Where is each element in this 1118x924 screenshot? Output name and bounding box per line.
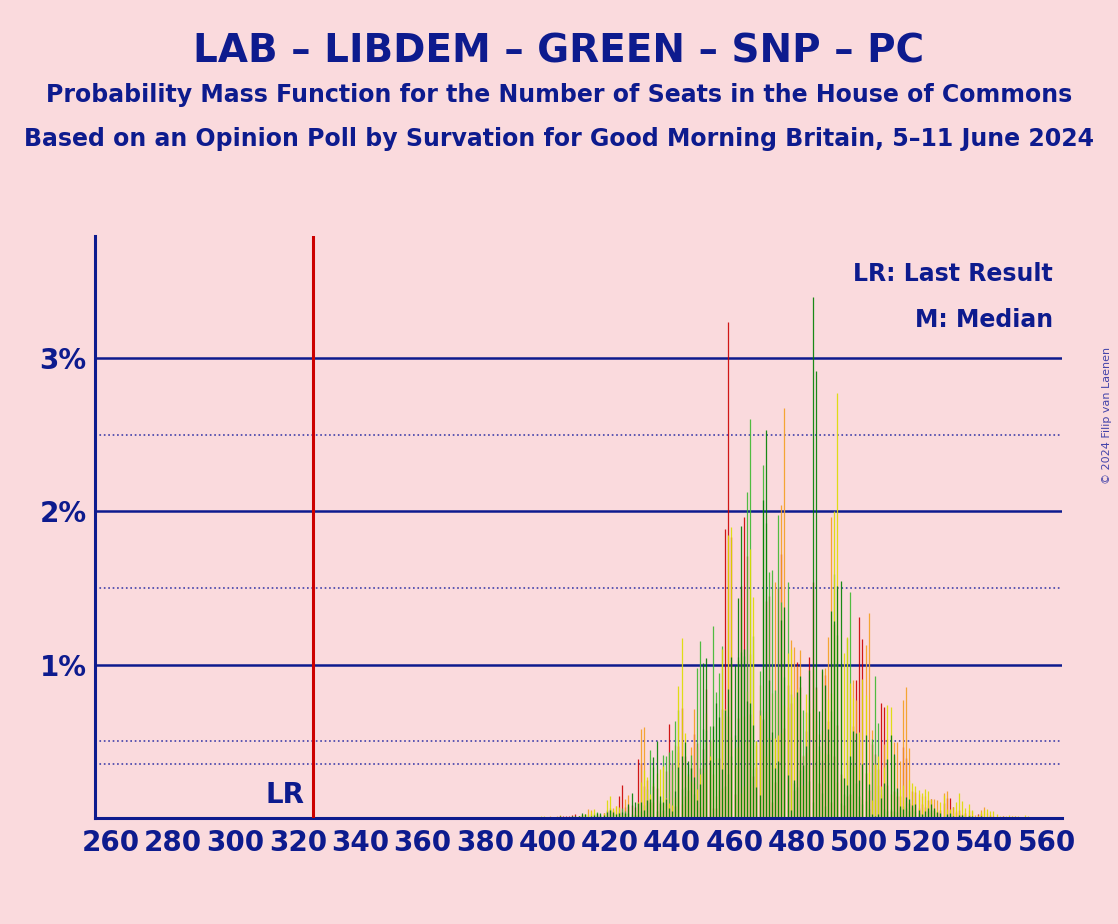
Text: Probability Mass Function for the Number of Seats in the House of Commons: Probability Mass Function for the Number…	[46, 83, 1072, 107]
Text: Based on an Opinion Poll by Survation for Good Morning Britain, 5–11 June 2024: Based on an Opinion Poll by Survation fo…	[23, 127, 1095, 151]
Text: LR: LR	[265, 781, 304, 808]
Text: LAB – LIBDEM – GREEN – SNP – PC: LAB – LIBDEM – GREEN – SNP – PC	[193, 32, 925, 70]
Text: M: Median: M: Median	[915, 309, 1053, 333]
Text: © 2024 Filip van Laenen: © 2024 Filip van Laenen	[1102, 347, 1111, 484]
Text: LR: Last Result: LR: Last Result	[853, 261, 1053, 286]
